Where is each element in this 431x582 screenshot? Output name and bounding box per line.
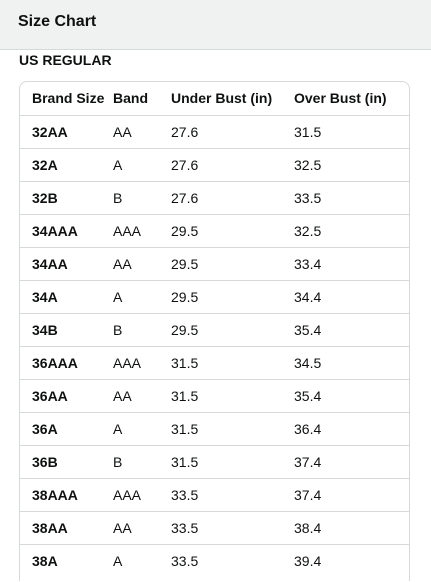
cell-under-bust: 31.5 [171, 445, 294, 479]
table-row: 34A A 29.5 34.4 [20, 280, 409, 314]
cell-over-bust: 36.4 [294, 412, 409, 446]
table-row: 36AAA AAA 31.5 34.5 [20, 346, 409, 380]
table-row: 38AAA AAA 33.5 37.4 [20, 478, 409, 512]
cell-brand-size: 36A [20, 412, 113, 446]
cell-brand-size: 32AA [20, 115, 113, 149]
cell-band: AAA [113, 478, 171, 512]
modal-header: Size Chart [0, 0, 431, 50]
cell-band: B [113, 313, 171, 347]
cell-brand-size: 34AAA [20, 214, 113, 248]
page-title: Size Chart [18, 13, 97, 30]
cell-under-bust: 31.5 [171, 412, 294, 446]
cell-brand-size: 34B [20, 313, 113, 347]
cell-under-bust: 31.5 [171, 346, 294, 380]
cell-under-bust: 29.5 [171, 214, 294, 248]
table-row: 34AA AA 29.5 33.4 [20, 247, 409, 281]
column-header-band: Band [113, 82, 171, 116]
cell-band: A [113, 280, 171, 314]
cell-under-bust: 33.5 [171, 478, 294, 512]
table-row: 34AAA AAA 29.5 32.5 [20, 214, 409, 248]
cell-under-bust: 31.5 [171, 379, 294, 413]
cell-over-bust: 38.4 [294, 511, 409, 545]
cell-band: B [113, 445, 171, 479]
cell-under-bust: 27.6 [171, 148, 294, 182]
table-row: 38AA AA 33.5 38.4 [20, 511, 409, 545]
table-row: 32A A 27.6 32.5 [20, 148, 409, 182]
table-row: 38A A 33.5 39.4 [20, 544, 409, 577]
cell-brand-size: 34AA [20, 247, 113, 281]
cell-under-bust: 33.5 [171, 511, 294, 545]
table-row: 36AA AA 31.5 35.4 [20, 379, 409, 413]
cell-band: AA [113, 115, 171, 149]
cell-over-bust: 33.5 [294, 181, 409, 215]
cell-band: A [113, 552, 123, 569]
cell-under-bust: 33.5 [171, 552, 199, 569]
cell-over-bust: 37.4 [294, 445, 409, 479]
cell-brand-size: 38A [32, 552, 58, 569]
column-header-over-bust: Over Bust (in) [294, 82, 409, 116]
table-row: 36A A 31.5 36.4 [20, 412, 409, 446]
table-header-row: Brand Size Band Under Bust (in) Over Bus… [20, 82, 409, 116]
cell-over-bust: 32.5 [294, 148, 409, 182]
cell-brand-size: 38AAA [20, 478, 113, 512]
cell-band: AA [113, 247, 171, 281]
cell-brand-size: 36AA [20, 379, 113, 413]
cell-band: A [113, 148, 171, 182]
table-row: 36B B 31.5 37.4 [20, 445, 409, 479]
table-row: 32B B 27.6 33.5 [20, 181, 409, 215]
cell-under-bust: 27.6 [171, 181, 294, 215]
cell-over-bust: 35.4 [294, 379, 409, 413]
table-row: 34B B 29.5 35.4 [20, 313, 409, 347]
cell-under-bust: 27.6 [171, 115, 294, 149]
cell-under-bust: 29.5 [171, 313, 294, 347]
cell-brand-size: 36AAA [20, 346, 113, 380]
size-chart-table: Brand Size Band Under Bust (in) Over Bus… [19, 81, 410, 581]
cell-band: B [113, 181, 171, 215]
section-label: US REGULAR [19, 52, 112, 68]
cell-over-bust: 39.4 [294, 552, 322, 569]
cell-brand-size: 36B [20, 445, 113, 479]
cell-under-bust: 29.5 [171, 247, 294, 281]
table-row: 32AA AA 27.6 31.5 [20, 115, 409, 149]
cell-over-bust: 35.4 [294, 313, 409, 347]
cell-over-bust: 37.4 [294, 478, 409, 512]
column-header-brand-size: Brand Size [20, 82, 113, 116]
cell-brand-size: 32A [20, 148, 113, 182]
cell-brand-size: 32B [20, 181, 113, 215]
cell-band: AA [113, 511, 171, 545]
cell-over-bust: 31.5 [294, 115, 409, 149]
cell-over-bust: 33.4 [294, 247, 409, 281]
cell-brand-size: 34A [20, 280, 113, 314]
cell-band: A [113, 412, 171, 446]
cell-band: AAA [113, 214, 171, 248]
column-header-under-bust: Under Bust (in) [171, 82, 294, 116]
cell-under-bust: 29.5 [171, 280, 294, 314]
cell-over-bust: 34.5 [294, 346, 409, 380]
cell-band: AAA [113, 346, 171, 380]
cell-band: AA [113, 379, 171, 413]
cell-brand-size: 38AA [20, 511, 113, 545]
cell-over-bust: 32.5 [294, 214, 409, 248]
cell-over-bust: 34.4 [294, 280, 409, 314]
